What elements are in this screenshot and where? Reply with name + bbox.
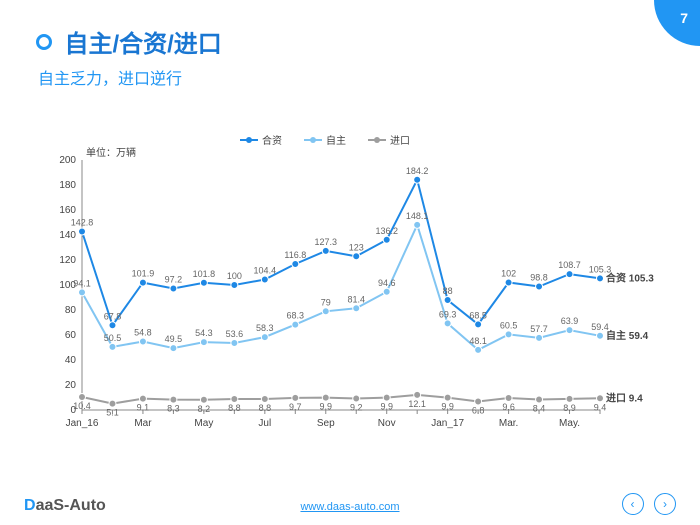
svg-text:合资: 合资 (262, 134, 282, 147)
svg-text:8.3: 8.3 (167, 404, 180, 414)
svg-text:自主: 自主 (326, 134, 346, 147)
svg-text:合资 105.3: 合资 105.3 (605, 271, 654, 284)
svg-text:Jan_16: Jan_16 (66, 418, 99, 429)
logo: DaaS-Auto (24, 497, 106, 515)
svg-text:8.2: 8.2 (198, 404, 211, 414)
svg-text:160: 160 (59, 205, 76, 216)
svg-text:9.7: 9.7 (289, 402, 302, 412)
prev-button[interactable]: ‹ (622, 493, 644, 515)
svg-text:自主 59.4: 自主 59.4 (606, 329, 649, 342)
line-chart: 020406080100120140160180200Jan_16MarMayJ… (40, 130, 660, 450)
title-bullet-icon (36, 34, 52, 50)
svg-text:12.1: 12.1 (408, 399, 426, 409)
logo-d: D (24, 497, 36, 514)
svg-text:184.2: 184.2 (406, 166, 429, 176)
page-subtitle: 自主乏力，进口逆行 (38, 65, 222, 89)
page-number-badge: 7 (654, 0, 700, 46)
svg-text:5.1: 5.1 (106, 408, 119, 418)
svg-text:88: 88 (443, 286, 453, 296)
svg-text:8.8: 8.8 (259, 403, 272, 413)
footer: DaaS-Auto www.daas-auto.com ‹ › (0, 485, 700, 515)
svg-text:54.3: 54.3 (195, 328, 213, 338)
svg-text:67.8: 67.8 (104, 311, 122, 321)
svg-text:54.8: 54.8 (134, 328, 152, 338)
svg-text:进口 9.4: 进口 9.4 (606, 391, 643, 404)
svg-text:Sep: Sep (317, 418, 335, 429)
svg-text:40: 40 (65, 355, 77, 366)
svg-text:60: 60 (65, 330, 77, 341)
svg-text:10.4: 10.4 (73, 401, 91, 411)
svg-text:148.1: 148.1 (406, 211, 429, 221)
svg-text:May: May (194, 418, 213, 429)
svg-text:200: 200 (59, 155, 76, 166)
svg-text:9.1: 9.1 (137, 403, 150, 413)
svg-text:Mar: Mar (134, 418, 152, 429)
svg-text:49.5: 49.5 (165, 334, 183, 344)
svg-text:May.: May. (559, 418, 580, 429)
svg-text:97.2: 97.2 (165, 275, 183, 285)
svg-text:20: 20 (65, 380, 77, 391)
svg-text:180: 180 (59, 180, 76, 191)
svg-text:98.8: 98.8 (530, 273, 548, 283)
svg-text:57.7: 57.7 (530, 324, 548, 334)
logo-rest: aaS-Auto (36, 497, 106, 514)
svg-text:116.8: 116.8 (284, 250, 306, 260)
svg-text:9.6: 9.6 (502, 402, 515, 412)
svg-text:Jul: Jul (258, 418, 271, 429)
svg-text:127.3: 127.3 (314, 237, 337, 247)
svg-text:142.8: 142.8 (71, 218, 94, 228)
svg-text:136.2: 136.2 (375, 226, 398, 236)
svg-text:94.1: 94.1 (73, 278, 91, 288)
svg-text:68.3: 68.3 (287, 311, 305, 321)
svg-text:120: 120 (59, 255, 76, 266)
svg-text:80: 80 (65, 305, 77, 316)
title-block: 自主/合资/进口 自主乏力，进口逆行 (36, 24, 222, 89)
svg-text:Nov: Nov (378, 418, 396, 429)
svg-text:6.8: 6.8 (472, 406, 485, 416)
svg-text:Jan_17: Jan_17 (431, 418, 464, 429)
svg-text:9.9: 9.9 (320, 402, 333, 412)
svg-text:9.9: 9.9 (380, 402, 393, 412)
next-button[interactable]: › (654, 493, 676, 515)
svg-text:108.7: 108.7 (558, 260, 581, 270)
svg-text:58.3: 58.3 (256, 323, 274, 333)
chart-svg: 020406080100120140160180200Jan_16MarMayJ… (40, 130, 660, 450)
svg-text:68.5: 68.5 (469, 310, 487, 320)
svg-text:79: 79 (321, 297, 331, 307)
svg-text:48.1: 48.1 (469, 336, 487, 346)
svg-text:69.3: 69.3 (439, 309, 457, 319)
svg-text:100: 100 (227, 271, 242, 281)
svg-text:123: 123 (349, 242, 364, 252)
svg-text:50.5: 50.5 (104, 333, 122, 343)
svg-text:101.8: 101.8 (193, 269, 216, 279)
svg-text:Mar.: Mar. (499, 418, 518, 429)
footer-link[interactable]: www.daas-auto.com (300, 501, 399, 513)
svg-text:9.4: 9.4 (594, 402, 607, 412)
svg-text:81.4: 81.4 (347, 294, 365, 304)
svg-text:8.8: 8.8 (228, 403, 241, 413)
svg-text:140: 140 (59, 230, 76, 241)
svg-text:60.5: 60.5 (500, 320, 518, 330)
page-title: 自主/合资/进口 (64, 24, 221, 59)
svg-text:63.9: 63.9 (561, 316, 579, 326)
svg-text:94.6: 94.6 (378, 278, 396, 288)
svg-text:53.6: 53.6 (226, 329, 244, 339)
svg-text:101.9: 101.9 (132, 269, 155, 279)
page-number: 7 (680, 10, 688, 26)
slide: 7 自主/合资/进口 自主乏力，进口逆行 0204060801001201401… (0, 0, 700, 525)
svg-text:9.2: 9.2 (350, 403, 363, 413)
svg-text:进口: 进口 (390, 135, 410, 147)
svg-text:104.4: 104.4 (254, 266, 277, 276)
svg-text:102: 102 (501, 269, 516, 279)
svg-text:8.4: 8.4 (533, 404, 546, 414)
nav-buttons: ‹ › (616, 493, 676, 515)
svg-text:单位：万辆: 单位：万辆 (86, 146, 136, 159)
svg-text:9.9: 9.9 (441, 402, 454, 412)
svg-text:8.9: 8.9 (563, 403, 576, 413)
